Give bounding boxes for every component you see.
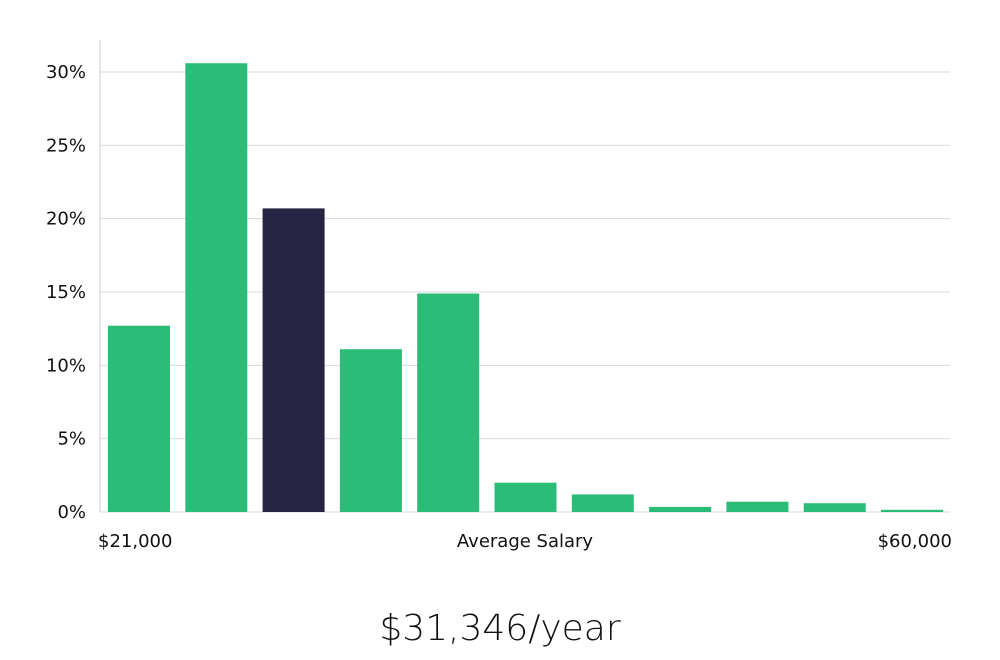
y-tick-label: 30%: [46, 62, 86, 83]
x-end-label: $60,000: [878, 531, 952, 552]
bars: [108, 63, 943, 512]
y-tick-label: 20%: [46, 209, 86, 230]
bar: [649, 506, 712, 512]
bar: [881, 509, 943, 512]
bar: [339, 349, 402, 512]
y-tick-label: 25%: [46, 135, 86, 156]
bar: [803, 503, 866, 512]
y-tick-labels: 0% 5% 10% 15% 20% 25% 30%: [46, 62, 86, 523]
bar: [571, 494, 634, 512]
salary-histogram: 0% 5% 10% 15% 20% 25% 30% $21,000 Average Sala…: [46, 40, 952, 552]
average-salary-headline: $31,346/year: [379, 608, 621, 649]
y-tick-label: 15%: [46, 282, 86, 303]
y-tick-label: 10%: [46, 355, 86, 376]
bar: [417, 293, 480, 512]
bar-highlighted: [262, 208, 325, 512]
x-axis-title: Average Salary: [457, 531, 594, 552]
bar: [494, 482, 557, 512]
bar: [726, 501, 789, 512]
x-start-label: $21,000: [98, 531, 172, 552]
bar: [185, 63, 248, 512]
y-tick-label: 0%: [57, 502, 86, 523]
y-tick-label: 5%: [57, 429, 86, 450]
bar: [108, 325, 170, 512]
